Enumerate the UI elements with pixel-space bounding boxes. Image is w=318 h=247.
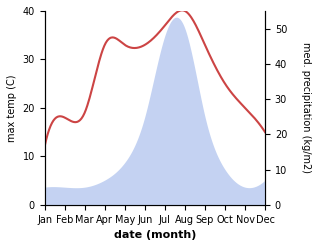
Y-axis label: med. precipitation (kg/m2): med. precipitation (kg/m2) xyxy=(301,42,311,173)
X-axis label: date (month): date (month) xyxy=(114,230,196,240)
Y-axis label: max temp (C): max temp (C) xyxy=(7,74,17,142)
